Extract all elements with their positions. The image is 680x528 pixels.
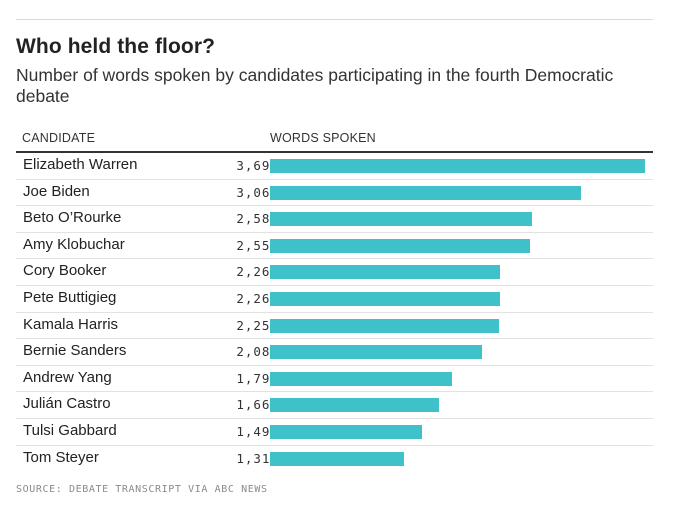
chart-row: Amy Klobuchar 2,559 xyxy=(16,233,653,260)
data-label: 1,318 xyxy=(236,450,279,466)
candidate-name: Tom Steyer xyxy=(23,448,99,466)
candidate-name: Joe Biden xyxy=(23,182,90,200)
source-note: SOURCE: DEBATE TRANSCRIPT VIA ABC NEWS xyxy=(16,484,268,495)
chart-row: Kamala Harris 2,256 xyxy=(16,313,653,340)
bar xyxy=(270,212,533,227)
candidate-name: Cory Booker xyxy=(23,262,107,280)
bar xyxy=(270,159,645,173)
chart-row: Pete Buttigieg 2,266 xyxy=(16,286,653,313)
data-label: 2,267 xyxy=(236,264,279,280)
chart-row: Joe Biden 3,064 xyxy=(16,180,653,207)
candidate-name: Bernie Sanders xyxy=(23,342,127,360)
header-rule xyxy=(16,151,653,153)
chart-row: Tom Steyer 1,318 xyxy=(16,446,653,472)
data-label: 3,064 xyxy=(236,184,279,200)
chart-row: Cory Booker 2,267 xyxy=(16,259,653,286)
data-label: 2,559 xyxy=(236,237,279,253)
bar xyxy=(270,185,581,200)
chart-row: Bernie Sanders 2,085 xyxy=(16,339,653,366)
bar xyxy=(270,398,440,413)
data-label: 3,695 xyxy=(236,158,279,173)
data-label: 1,791 xyxy=(236,370,279,386)
bar xyxy=(270,265,501,280)
data-label: 2,584 xyxy=(236,211,279,227)
candidate-name: Pete Buttigieg xyxy=(23,288,117,306)
bar xyxy=(270,424,422,439)
chart-subtitle: Number of words spoken by candidates par… xyxy=(16,65,614,106)
bar xyxy=(270,451,404,466)
candidate-name: Andrew Yang xyxy=(23,368,112,386)
chart-row: Andrew Yang 1,791 xyxy=(16,366,653,393)
data-label: 2,256 xyxy=(236,317,279,333)
bar xyxy=(270,371,452,386)
bar xyxy=(270,318,499,333)
bar xyxy=(270,345,482,360)
bar-chart: Elizabeth Warren 3,695 Joe Biden 3,064 Beto … xyxy=(16,153,653,471)
chart-title: Who held the floor? xyxy=(16,35,216,58)
column-header-candidate: CANDIDATE xyxy=(22,131,96,145)
top-rule xyxy=(16,19,653,20)
chart-row: Elizabeth Warren 3,695 xyxy=(16,153,653,180)
candidate-name: Amy Klobuchar xyxy=(23,235,125,253)
data-label: 2,266 xyxy=(236,290,279,306)
candidate-name: Elizabeth Warren xyxy=(23,156,138,173)
candidate-name: Beto O’Rourke xyxy=(23,209,122,227)
candidate-name: Kamala Harris xyxy=(23,315,119,333)
data-label: 1,666 xyxy=(236,397,279,413)
chart-row: Julián Castro 1,666 xyxy=(16,392,653,419)
chart-row: Beto O’Rourke 2,584 xyxy=(16,206,653,233)
bar xyxy=(270,291,500,306)
bar xyxy=(270,238,530,253)
chart-row: Tulsi Gabbard 1,497 xyxy=(16,419,653,446)
candidate-name: Julián Castro xyxy=(23,395,111,413)
candidate-name: Tulsi Gabbard xyxy=(23,421,117,439)
column-header-words-spoken: WORDS SPOKEN xyxy=(270,131,376,145)
data-label: 2,085 xyxy=(236,344,279,360)
data-label: 1,497 xyxy=(236,423,279,439)
